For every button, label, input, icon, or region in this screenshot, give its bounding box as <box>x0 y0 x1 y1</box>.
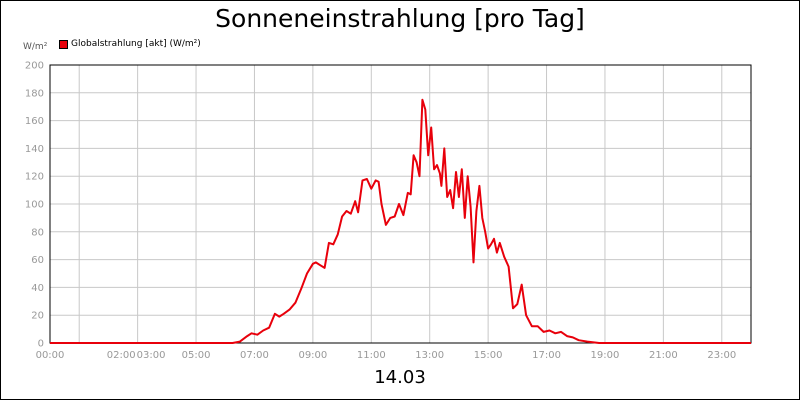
y-tick-label: 120 <box>25 172 44 183</box>
chart-title: Sonneneinstrahlung [pro Tag] <box>215 4 585 33</box>
legend: Globalstrahlung [akt] (W/m²) <box>59 39 201 49</box>
y-unit-label: W/m² <box>23 42 48 52</box>
y-tick-label: 20 <box>31 311 44 322</box>
y-tick-label: 180 <box>25 88 44 99</box>
x-tick-label: 02:00 <box>107 350 136 361</box>
x-tick-label: 11:00 <box>357 350 386 361</box>
x-tick-label: 19:00 <box>591 350 620 361</box>
plot-border <box>49 64 752 344</box>
x-tick-label: 07:00 <box>240 350 269 361</box>
legend-swatch <box>59 39 68 49</box>
x-tick-label: 09:00 <box>298 350 327 361</box>
y-tick-label: 60 <box>31 255 44 266</box>
y-tick-label: 40 <box>31 283 44 294</box>
y-tick-label: 160 <box>25 116 44 127</box>
y-tick-label: 100 <box>25 200 44 211</box>
legend-label: Globalstrahlung [akt] (W/m²) <box>71 39 201 49</box>
x-tick-label: 15:00 <box>474 350 503 361</box>
x-tick-label: 05:00 <box>182 350 211 361</box>
y-tick-label: 80 <box>31 227 44 238</box>
y-tick-label: 0 <box>38 339 44 350</box>
x-tick-label: 21:00 <box>649 350 678 361</box>
x-tick-label: 23:00 <box>707 350 736 361</box>
x-tick-label: 03:00 <box>137 350 166 361</box>
date-label: 14.03 <box>374 367 426 388</box>
series-line <box>50 98 751 344</box>
y-tick-label: 200 <box>25 61 44 72</box>
x-tick-label: 00:00 <box>36 350 65 361</box>
x-tick-label: 13:00 <box>415 350 444 361</box>
x-tick-label: 17:00 <box>532 350 561 361</box>
y-tick-label: 140 <box>25 144 44 155</box>
